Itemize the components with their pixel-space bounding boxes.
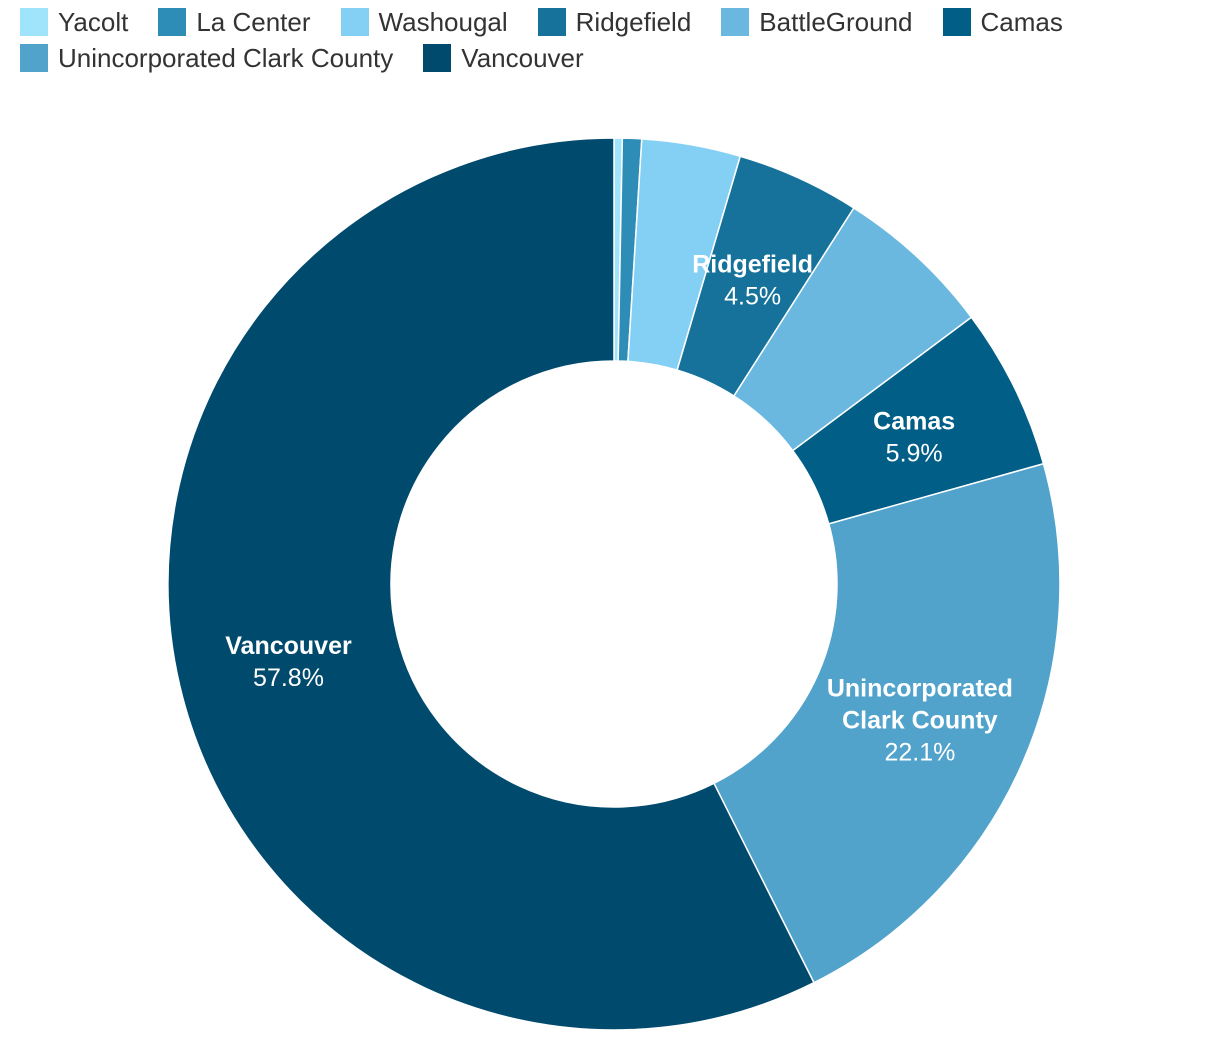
- legend-item-vancouver[interactable]: Vancouver: [423, 42, 584, 73]
- slice-label-value: 4.5%: [724, 283, 781, 311]
- slice-label-vancouver: Vancouver 57.8%: [225, 632, 352, 692]
- legend-label: La Center: [196, 6, 311, 37]
- legend-swatch: [423, 44, 452, 72]
- legend-label: Vancouver: [461, 42, 584, 73]
- slice-label-name: Clark County: [842, 706, 998, 734]
- slice-label-value: 5.9%: [886, 439, 943, 467]
- legend-swatch: [20, 8, 48, 36]
- slice-unincorporated-clark-county[interactable]: [712, 462, 1061, 984]
- legend-swatch: [20, 44, 48, 72]
- legend-swatch: [340, 8, 369, 36]
- legend-item-camas[interactable]: Camas: [942, 6, 1063, 37]
- legend-item-unincorporated-clark-county[interactable]: Unincorporated Clark County: [20, 42, 394, 73]
- legend-label: Camas: [980, 6, 1063, 37]
- legend-item-la-center[interactable]: La Center: [158, 6, 311, 37]
- legend-item-washougal[interactable]: Washougal: [340, 6, 508, 37]
- slice-labels: Ridgefield 4.5% Camas 5.9% Unincorporated Cla…: [225, 251, 1013, 767]
- slice-label-name: Ridgefield: [692, 251, 813, 279]
- slice-label-ridgefield: Ridgefield 4.5%: [692, 251, 813, 311]
- legend-label: BattleGround: [759, 6, 913, 37]
- legend-item-yacolt[interactable]: Yacolt: [20, 6, 129, 37]
- slice-label-camas: Camas 5.9%: [873, 407, 955, 467]
- slice-label-name: Vancouver: [225, 632, 352, 660]
- legend-item-ridgefield[interactable]: Ridgefield: [537, 6, 692, 37]
- slice-label-value: 22.1%: [884, 738, 955, 766]
- slice-label-name: Unincorporated: [827, 674, 1013, 702]
- slice-label-name: Camas: [873, 407, 955, 435]
- slice-label-unincorporated-clark-county: Unincorporated Clark County 22.1%: [827, 674, 1013, 766]
- legend-swatch: [158, 8, 187, 36]
- legend-label: Yacolt: [58, 6, 129, 37]
- legend-swatch: [942, 8, 971, 36]
- chart-legend: Yacolt La Center Washougal Ridgefield Battle…: [20, 6, 1200, 73]
- slice-label-value: 57.8%: [253, 664, 324, 692]
- legend-label: Unincorporated Clark County: [58, 42, 394, 73]
- legend-swatch: [721, 8, 750, 36]
- legend-item-battleground[interactable]: BattleGround: [721, 6, 913, 37]
- slice-vancouver[interactable]: [167, 137, 815, 1031]
- legend-swatch: [537, 8, 566, 36]
- legend-label: Ridgefield: [575, 6, 692, 37]
- donut-slices: [167, 137, 1061, 1031]
- legend-label: Washougal: [378, 6, 508, 37]
